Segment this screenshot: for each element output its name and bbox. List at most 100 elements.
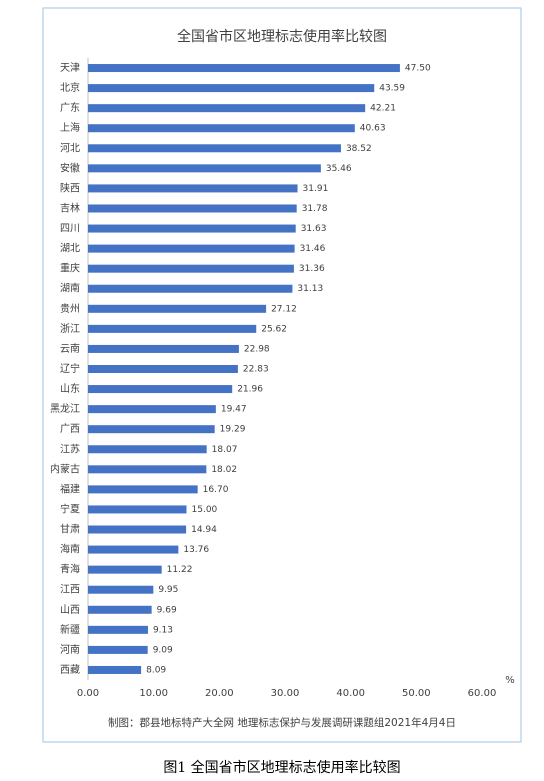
y-tick-label: 贵州 (60, 302, 80, 315)
y-tick-label: 青海 (60, 563, 80, 576)
y-tick-label: 浙江 (60, 323, 80, 335)
y-tick-label: 重庆 (60, 262, 80, 275)
y-tick-label: 河北 (60, 142, 80, 154)
axis-unit: % (505, 675, 515, 686)
value-label: 31.13 (297, 284, 323, 294)
y-tick-label: 甘肃 (60, 523, 80, 536)
value-label: 15.00 (192, 505, 218, 515)
y-tick-label: 福建 (60, 482, 80, 495)
value-label: 21.96 (237, 385, 263, 395)
value-label: 14.94 (191, 525, 217, 535)
y-tick-label: 安徽 (60, 161, 80, 174)
bar (88, 144, 341, 153)
value-label: 27.12 (271, 304, 297, 314)
bar (88, 244, 295, 253)
y-tick-label: 湖南 (60, 282, 80, 295)
bar (88, 385, 233, 394)
y-tick-label: 宁夏 (60, 502, 80, 515)
value-label: 31.78 (302, 204, 328, 214)
bar (88, 164, 321, 173)
value-label: 22.83 (243, 365, 269, 375)
bar (88, 184, 298, 193)
y-tick-label: 北京 (60, 81, 80, 94)
value-label: 8.09 (146, 665, 166, 675)
figure-caption: 图1 全国省市区地理标志使用率比较图 (163, 759, 400, 776)
bar (88, 425, 215, 434)
y-tick-label: 新疆 (60, 623, 80, 636)
y-tick-label: 西藏 (60, 664, 80, 676)
y-tick-label: 内蒙古 (50, 462, 80, 475)
value-label: 40.63 (360, 124, 386, 134)
y-tick-label: 山东 (60, 382, 80, 395)
bar (88, 104, 366, 113)
bar (88, 465, 207, 474)
bar (88, 304, 267, 313)
value-label: 9.13 (153, 625, 173, 635)
value-label: 25.62 (261, 324, 287, 334)
bar (88, 344, 239, 353)
y-tick-label: 辽宁 (60, 362, 80, 375)
value-label: 11.22 (167, 565, 193, 575)
bar (88, 264, 294, 273)
value-label: 38.52 (346, 144, 372, 154)
bar (88, 505, 187, 514)
value-label: 18.07 (212, 445, 238, 455)
x-tick-label: 10.00 (139, 688, 168, 699)
y-tick-label: 四川 (60, 224, 80, 235)
bar (88, 545, 179, 554)
y-tick-label: 广西 (60, 423, 80, 435)
y-tick-label: 陕西 (60, 181, 80, 194)
value-label: 42.21 (370, 104, 396, 114)
bar (88, 565, 162, 574)
y-tick-label: 河南 (60, 643, 80, 656)
y-tick-label: 江苏 (60, 442, 80, 455)
y-tick-label: 天津 (60, 62, 80, 74)
value-label: 13.76 (183, 545, 209, 555)
value-label: 9.09 (153, 645, 173, 655)
y-tick-label: 广东 (60, 101, 80, 114)
value-label: 31.46 (300, 244, 326, 254)
source-note: 制图：郡县地标特产大全网 地理标志保护与发展调研课题组2021年4月4日 (108, 716, 456, 729)
y-tick-label: 云南 (60, 342, 80, 355)
value-label: 19.47 (221, 405, 247, 415)
y-tick-label: 黑龙江 (50, 402, 80, 415)
bar (88, 64, 400, 73)
y-tick-label: 上海 (60, 121, 80, 134)
x-tick-label: 50.00 (402, 688, 431, 699)
y-tick-label: 海南 (60, 543, 80, 556)
bar (88, 365, 238, 373)
value-label: 35.46 (326, 164, 352, 174)
bar (88, 445, 207, 454)
bar (88, 485, 198, 494)
bar (88, 284, 293, 293)
bar (88, 645, 148, 654)
value-label: 19.29 (220, 425, 246, 435)
bar (88, 224, 296, 233)
x-tick-label: 30.00 (271, 688, 300, 699)
x-tick-label: 20.00 (205, 688, 234, 699)
bar (88, 625, 148, 634)
bar (88, 525, 187, 534)
value-label: 9.69 (157, 605, 177, 615)
bar (88, 405, 216, 414)
value-label: 18.02 (211, 465, 237, 475)
bar (88, 324, 257, 333)
y-tick-label: 湖北 (60, 243, 80, 255)
value-label: 9.95 (158, 585, 178, 595)
chart-title: 全国省市区地理标志使用率比较图 (177, 28, 387, 45)
value-label: 16.70 (203, 485, 229, 495)
value-label: 22.98 (244, 344, 270, 354)
y-tick-label: 吉林 (60, 201, 80, 214)
bar (88, 585, 154, 594)
x-tick-label: 60.00 (468, 688, 497, 699)
value-label: 43.59 (379, 84, 405, 94)
bar (88, 665, 142, 674)
value-label: 31.63 (301, 224, 327, 234)
value-label: 31.91 (303, 184, 329, 194)
x-tick-label: 0.00 (77, 688, 99, 699)
bar (88, 124, 355, 133)
y-tick-label: 江西 (60, 584, 80, 596)
value-label: 31.36 (299, 264, 325, 274)
x-tick-label: 40.00 (336, 688, 365, 699)
